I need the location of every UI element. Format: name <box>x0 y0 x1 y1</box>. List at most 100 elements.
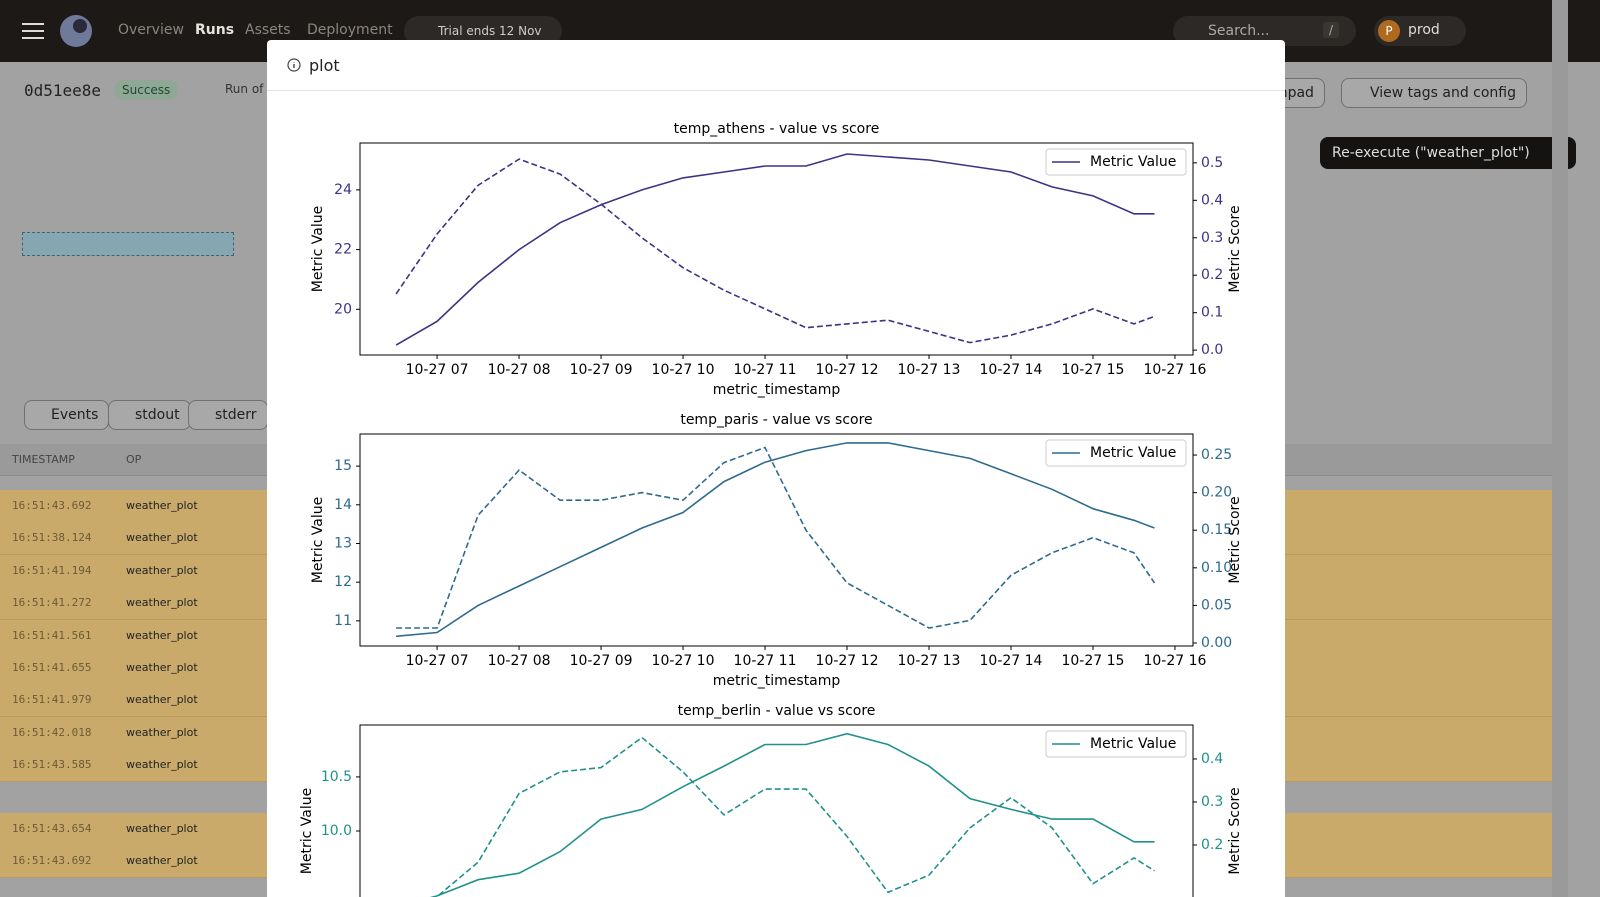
tab[interactable]: stdout <box>108 400 191 430</box>
x-tick-label: 10-27 07 <box>406 653 469 669</box>
tab[interactable]: stderr <box>188 400 268 430</box>
button[interactable]: View tags and config <box>1341 78 1528 108</box>
plots: temp_athens - value vs score 10-27 07 10-2… <box>299 121 1243 897</box>
y-tick-label: 13 <box>334 535 352 551</box>
x-tick-label: 10-27 15 <box>1061 362 1124 378</box>
x-tick-label: 10-27 08 <box>488 362 551 378</box>
op-name: weather_plot <box>126 531 198 545</box>
timestamp: 16:51:41.561 <box>12 628 92 642</box>
y-tick-label: 11 <box>334 613 352 629</box>
op-name: weather_plot <box>126 628 198 642</box>
timestamp: 16:51:43.585 <box>12 758 92 772</box>
y2-axis-label: Metric Score <box>1227 496 1243 583</box>
timestamp: 16:51:41.194 <box>12 563 92 577</box>
x-tick-label: 10-27 11 <box>734 653 797 669</box>
op-name: weather_plot <box>126 661 198 674</box>
timestamp: 16:51:41.655 <box>12 661 92 674</box>
series-line <box>395 153 1155 346</box>
op-name: weather_plot <box>126 758 198 772</box>
timestamp: 16:51:38.124 <box>12 531 92 545</box>
x-tick-label: 10-27 12 <box>816 362 879 378</box>
nav-link[interactable]: Assets <box>245 22 291 38</box>
column-header: OP <box>126 453 142 466</box>
legend-label: Metric Value <box>1090 154 1176 170</box>
series-line <box>396 446 1156 629</box>
plot-frame <box>359 433 1194 647</box>
deployment-switch[interactable]: P prod <box>1374 16 1466 46</box>
menu-icon[interactable] <box>20 21 46 41</box>
y2-tick-label: 0.3 <box>1201 794 1223 810</box>
op-name: weather_plot <box>126 693 198 707</box>
timestamp: 16:51:43.692 <box>12 854 92 868</box>
y2-tick-label: 0.10 <box>1201 560 1232 576</box>
info-icon <box>287 58 301 72</box>
series-line <box>433 736 1155 897</box>
scrollbar <box>1552 0 1568 897</box>
timestamp: 16:51:43.654 <box>12 822 92 835</box>
logo[interactable] <box>56 12 96 50</box>
y2-tick-label: 0.25 <box>1201 447 1232 463</box>
x-tick-label: 10-27 07 <box>406 362 469 378</box>
y2-tick-label: 0.4 <box>1201 192 1223 208</box>
x-tick-label: 10-27 16 <box>1143 362 1206 378</box>
legend-label: Metric Value <box>1090 445 1176 461</box>
x-tick-label: 10-27 09 <box>570 653 633 669</box>
modal-title: plot <box>309 56 340 75</box>
shortcut: / <box>1323 22 1340 38</box>
y2-tick-label: 0.1 <box>1201 305 1223 321</box>
x-tick-label: 10-27 13 <box>898 362 961 378</box>
status-badge: Success <box>114 80 179 100</box>
deployment-name: prod <box>1408 22 1440 38</box>
y-tick-label: 12 <box>334 574 352 590</box>
y2-tick-label: 0.0 <box>1201 342 1223 358</box>
y-tick-label: 10.0 <box>321 823 352 839</box>
x-axis-label: metric_timestamp <box>713 382 841 398</box>
plot-frame <box>359 142 1194 356</box>
y-tick-label: 24 <box>334 182 352 198</box>
y-tick-label: 22 <box>334 242 352 258</box>
x-tick-label: 10-27 15 <box>1061 653 1124 669</box>
y2-tick-label: 0.4 <box>1201 751 1223 767</box>
x-axis-label: metric_timestamp <box>713 673 841 689</box>
x-tick-label: 10-27 08 <box>488 653 551 669</box>
y-tick-label: 15 <box>334 458 352 474</box>
op-name: weather_plot <box>126 563 198 577</box>
x-tick-label: 10-27 10 <box>652 653 715 669</box>
y2-tick-label: 0.00 <box>1201 635 1232 651</box>
legend-label: Metric Value <box>1090 736 1176 752</box>
nav-link[interactable]: Runs <box>195 22 235 38</box>
modal: plot temp_athens - value vs score 10-27 0… <box>267 40 1285 897</box>
op-name: weather_plot <box>126 854 198 868</box>
run-id: 0d51ee8e <box>24 81 102 100</box>
nav-link[interactable]: Deployment <box>307 22 393 38</box>
y-tick-label: 10.5 <box>321 769 352 785</box>
y2-tick-label: 0.05 <box>1201 597 1232 613</box>
nav-link[interactable]: Overview <box>118 22 184 38</box>
x-tick-label: 10-27 14 <box>980 653 1043 669</box>
modal-header: plot <box>267 40 1285 91</box>
x-tick-label: 10-27 09 <box>570 362 633 378</box>
chart-title: temp_paris - value vs score <box>680 412 872 428</box>
legend-box <box>1045 439 1187 467</box>
chart-title: temp_berlin - value vs score <box>678 703 876 719</box>
op-name: weather_plot <box>126 499 198 512</box>
series-line <box>395 158 1155 344</box>
y2-tick-label: 0.20 <box>1201 485 1232 501</box>
column-header: TIMESTAMP <box>12 453 75 466</box>
y2-tick-label: 0.5 <box>1201 155 1223 171</box>
y-tick-label: 14 <box>334 497 352 513</box>
legend-box <box>1045 730 1187 758</box>
series-line <box>429 732 1155 897</box>
x-tick-label: 10-27 13 <box>898 653 961 669</box>
re-execute-button[interactable]: Re-execute ("weather_plot") <box>1320 137 1576 169</box>
y2-tick-label: 0.3 <box>1201 230 1223 246</box>
timestamp: 16:51:43.692 <box>12 499 92 512</box>
x-tick-label: 10-27 14 <box>980 362 1043 378</box>
timestamp: 16:51:41.979 <box>12 693 92 707</box>
y2-tick-label: 0.2 <box>1201 837 1223 853</box>
timestamp: 16:51:42.018 <box>12 725 92 739</box>
tab[interactable]: Events <box>24 400 110 430</box>
trial-text: Trial ends 12 Nov <box>438 24 542 38</box>
y2-tick-label: 0.15 <box>1201 522 1232 538</box>
